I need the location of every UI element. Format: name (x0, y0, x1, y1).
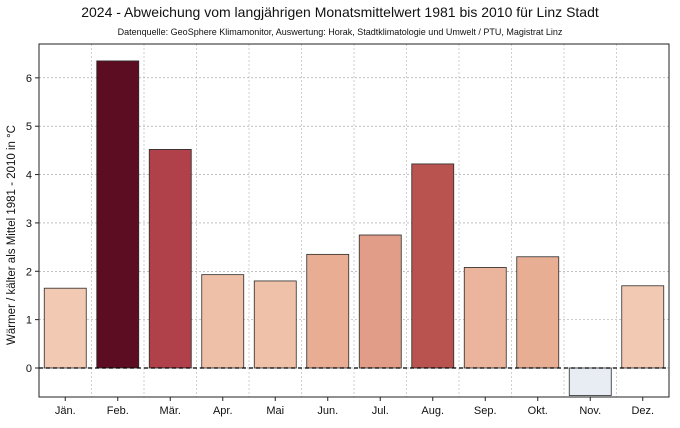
plot-frame (38, 43, 670, 398)
y-tick-label: 2 (26, 266, 32, 278)
x-tick-label: Feb. (107, 405, 129, 417)
chart-subtitle: Datenquelle: GeoSphere Klimamonitor, Aus… (117, 27, 563, 37)
x-tick-label: Jun. (317, 405, 338, 417)
y-tick-label: 0 (26, 363, 32, 375)
bar-Mär. (148, 149, 192, 369)
x-tick-label: Aug. (421, 405, 444, 417)
x-tick-label: Okt. (528, 405, 548, 417)
x-tick-label: Nov. (579, 405, 601, 417)
bar-Jul. (358, 234, 402, 369)
y-tick-label: 3 (26, 218, 32, 230)
bar-Apr. (201, 274, 245, 369)
y-tick-label: 6 (26, 73, 32, 85)
y-tick-label: 5 (26, 121, 32, 133)
bar-Okt. (516, 256, 560, 369)
x-tick-label: Apr. (213, 405, 233, 417)
bar-Feb. (96, 60, 140, 369)
bar-Sep. (463, 267, 507, 369)
bar-Nov. (568, 367, 612, 396)
x-tick-label: Jul. (372, 405, 389, 417)
x-tick-label: Mär. (160, 405, 181, 417)
y-tick-label: 1 (26, 315, 32, 327)
bar-Mai (253, 280, 297, 369)
chart-title: 2024 - Abweichung vom langjährigen Monat… (81, 4, 599, 20)
bar-Aug. (411, 163, 455, 369)
x-tick-label: Jän. (55, 405, 76, 417)
y-tick-label: 4 (26, 170, 32, 182)
x-tick-label: Sep. (474, 405, 497, 417)
x-tick-label: Mai (266, 405, 284, 417)
bar-Jun. (306, 253, 350, 369)
bar-Jän. (43, 287, 87, 369)
x-tick-label: Dez. (631, 405, 654, 417)
bar-Dez. (621, 285, 665, 369)
